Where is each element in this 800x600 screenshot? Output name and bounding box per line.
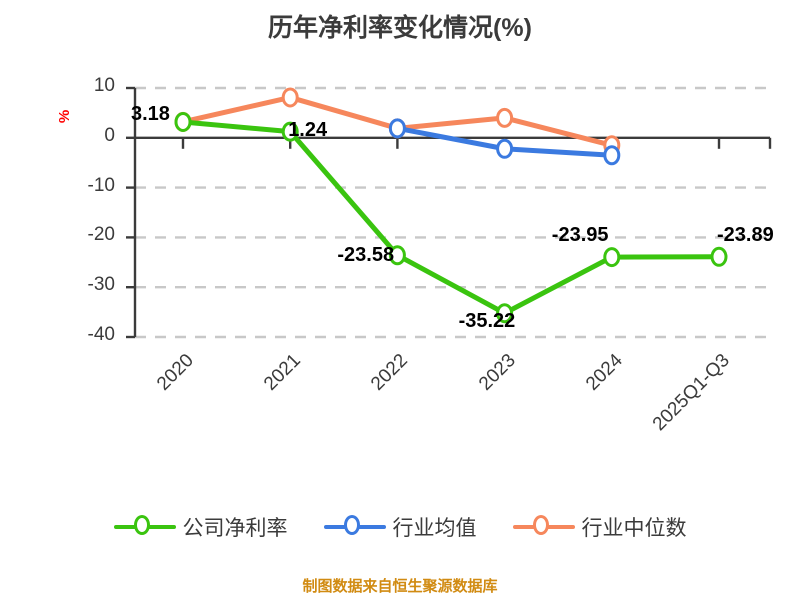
y-tick-label: -40 [87, 324, 115, 345]
data-point-marker[interactable] [281, 121, 299, 142]
series-line [180, 119, 722, 316]
legend-item-3[interactable]: 行业中位数 [512, 512, 687, 542]
legend-item-1[interactable]: 公司净利率 [113, 512, 288, 542]
data-label: 3.18 [131, 102, 170, 125]
data-point-marker[interactable] [388, 245, 406, 266]
data-label: -23.95 [551, 224, 609, 247]
data-point-marker[interactable] [281, 87, 299, 108]
legend-marker-icon [113, 515, 176, 539]
y-tick-label: -20 [87, 224, 115, 246]
y-tick-label: 0 [104, 124, 115, 146]
footer-note: 制图数据来自恒生聚源数据库 [302, 578, 498, 595]
legend-label: 行业中位数 [581, 517, 687, 540]
y-tick-label: -10 [87, 174, 115, 196]
y-tick-label: 10 [93, 75, 115, 96]
data-point-marker[interactable] [174, 111, 192, 132]
data-label: -23.89 [717, 223, 774, 246]
data-point-marker[interactable] [603, 247, 621, 268]
data-label: 1.24 [288, 118, 328, 141]
page-title: 历年净利率变化情况(%) [268, 14, 532, 42]
legend-label: 行业均值 [392, 517, 477, 540]
gridlines [135, 86, 770, 339]
data-point-marker[interactable] [603, 145, 621, 166]
data-label: -23.58 [337, 244, 395, 267]
legend: 公司净利率 行业均值 行业中位数 [0, 512, 800, 542]
series-layer [174, 87, 728, 324]
data-point-marker[interactable] [710, 246, 728, 267]
legend-marker-icon [323, 515, 386, 539]
legend-label: 公司净利率 [182, 517, 288, 540]
legend-item-2[interactable]: 行业均值 [323, 512, 477, 542]
data-point-marker[interactable] [496, 303, 514, 324]
data-label: -35.22 [458, 310, 516, 333]
legend-marker-icon [512, 515, 575, 539]
data-point-marker[interactable] [496, 138, 514, 159]
data-point-marker[interactable] [496, 107, 514, 128]
y-tick-label: -30 [87, 274, 115, 296]
data-point-marker[interactable] [388, 118, 406, 139]
